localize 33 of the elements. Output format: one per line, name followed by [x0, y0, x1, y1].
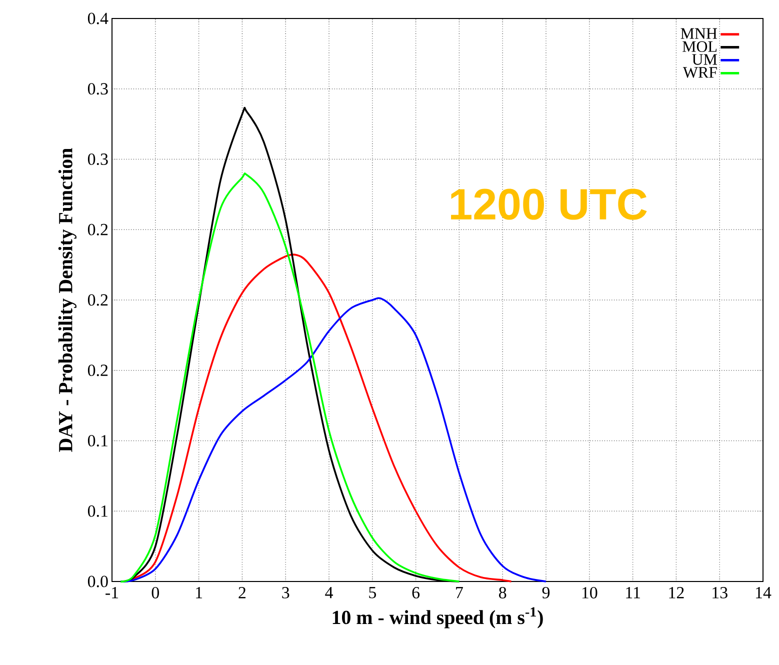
y-tick-label: 0.3 — [88, 153, 108, 165]
legend-label: WRF — [682, 67, 717, 78]
x-tick-label: 11 — [626, 587, 640, 598]
x-tick-label: 1 — [196, 587, 202, 598]
x-tick-label: 3 — [282, 587, 290, 598]
x-tick-label: 4 — [325, 587, 333, 598]
legend-label: MNH — [680, 28, 718, 39]
x-tick-label: 2 — [238, 587, 246, 598]
x-tick-label: 14 — [756, 587, 772, 598]
y-axis-title: DAY - Probability Density Function — [58, 148, 76, 452]
y-tick-label: 0.3 — [88, 83, 108, 95]
y-tick-label: 0.4 — [88, 12, 108, 24]
x-tick-label: -1 — [106, 587, 118, 598]
x-tick-label: 12 — [669, 587, 684, 598]
x-tick-label: 6 — [412, 587, 420, 598]
y-tick-label: 0.1 — [88, 505, 108, 517]
legend-label: MOL — [682, 41, 717, 52]
y-tick-label: 0.2 — [88, 294, 108, 306]
annotation: 1200 UTC — [451, 188, 647, 220]
x-tick-label: 0 — [152, 587, 159, 598]
x-tick-label: 9 — [542, 587, 550, 598]
x-tick-label: 5 — [369, 587, 376, 598]
x-axis-title: 10 m - wind speed (m s$^{-1}$) — [332, 607, 543, 628]
y-tick-label: 0.1 — [88, 434, 108, 446]
x-tick-label: 8 — [499, 587, 506, 598]
line-series — [120, 297, 547, 582]
x-tick-label: 10 — [582, 587, 598, 598]
x-tick-label: 13 — [712, 587, 728, 598]
y-tick-label: 0.2 — [88, 364, 108, 376]
y-tick-label: 0.0 — [88, 576, 108, 588]
x-tick-label: 7 — [456, 587, 463, 598]
legend-label: UM — [692, 54, 718, 65]
y-tick-label: 0.2 — [88, 224, 108, 236]
